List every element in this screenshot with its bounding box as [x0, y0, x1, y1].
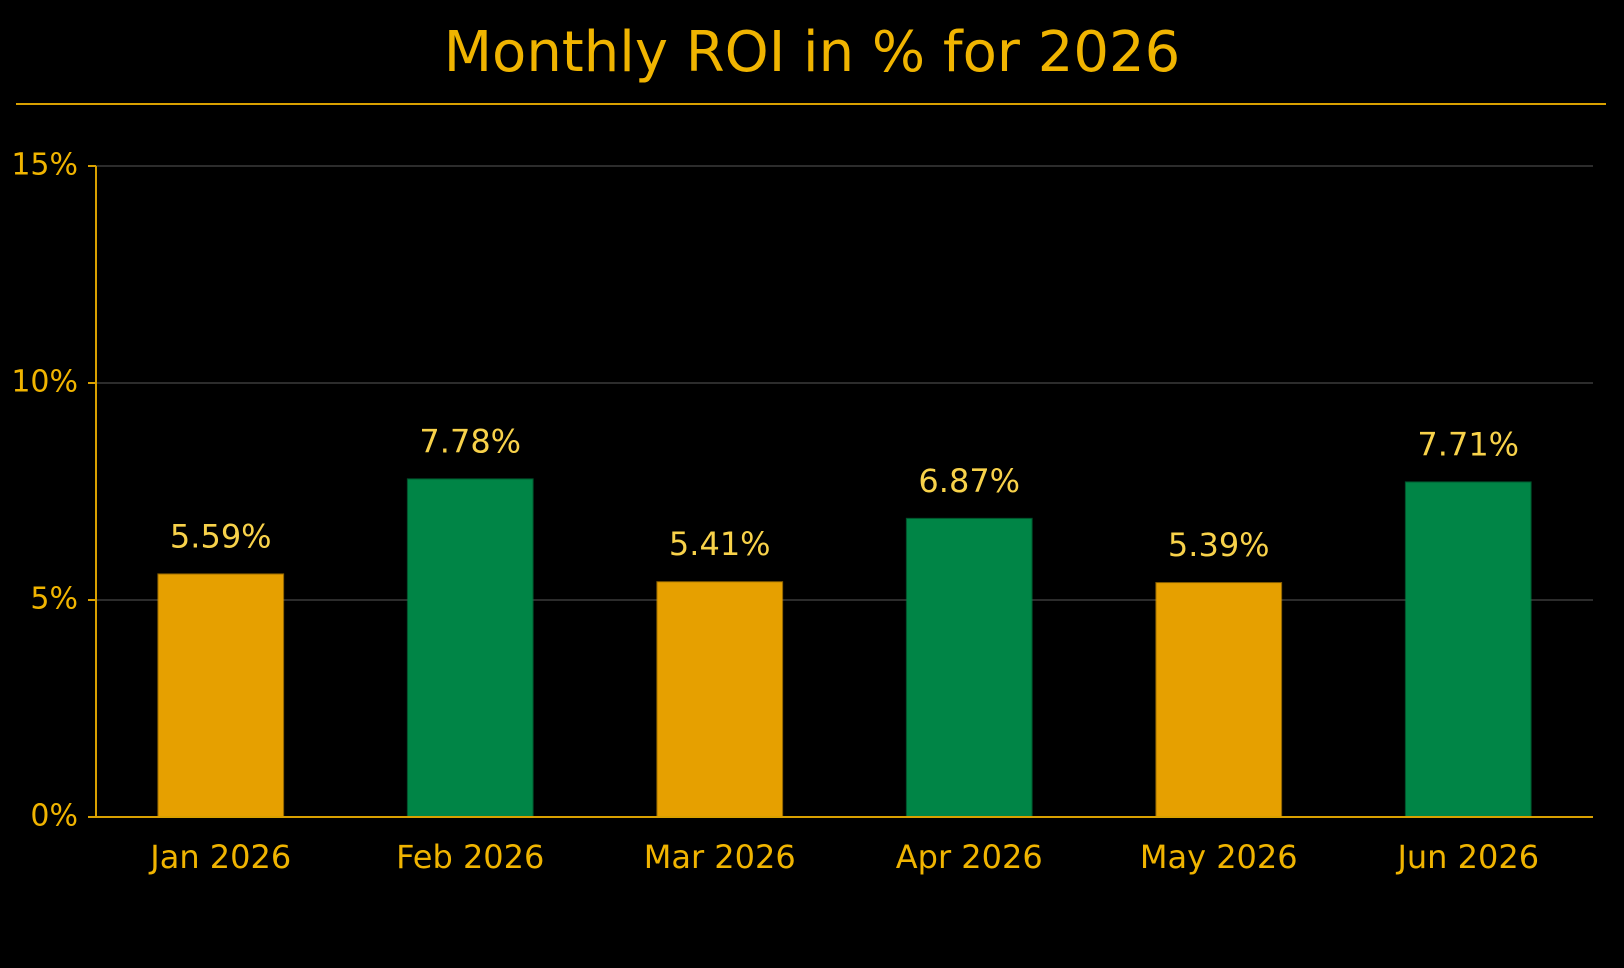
bar	[1155, 582, 1283, 818]
x-tick-label: Mar 2026	[644, 838, 796, 876]
x-tick-label: Apr 2026	[896, 838, 1043, 876]
y-tick-label: 15%	[11, 148, 78, 183]
x-tick-label: May 2026	[1140, 838, 1298, 876]
value-label: 5.41%	[669, 525, 771, 563]
value-label: 5.59%	[170, 517, 272, 555]
chart-title: Monthly ROI in % for 2026	[444, 20, 1181, 85]
y-tick-label: 10%	[11, 365, 78, 400]
x-tick-label: Feb 2026	[396, 838, 544, 876]
bar	[1404, 481, 1532, 818]
bar	[406, 478, 534, 818]
value-label: 5.39%	[1168, 526, 1270, 564]
x-tick-label: Jan 2026	[148, 838, 291, 876]
bar	[905, 517, 1033, 818]
bar	[157, 573, 285, 818]
bar	[656, 581, 784, 818]
value-label: 7.71%	[1417, 425, 1519, 463]
y-tick-label: 0%	[30, 799, 78, 834]
value-label: 7.78%	[419, 422, 521, 460]
y-tick-label: 5%	[30, 582, 78, 617]
value-label: 6.87%	[918, 462, 1020, 500]
x-tick-label: Jun 2026	[1395, 838, 1539, 876]
